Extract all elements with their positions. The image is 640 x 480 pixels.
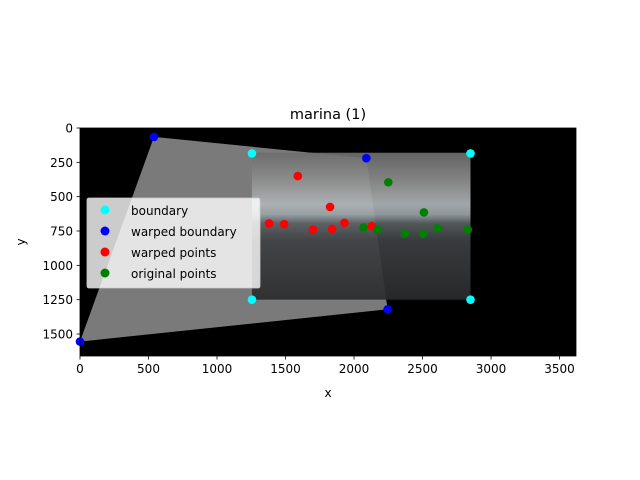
warped-points-point-0 bbox=[293, 171, 303, 181]
x-tick-label-3: 1500 bbox=[270, 362, 301, 376]
original-points-point-7 bbox=[463, 225, 473, 234]
legend-marker-boundary bbox=[100, 205, 110, 215]
original-points-point-1 bbox=[419, 208, 429, 217]
warped-boundary-point-0 bbox=[149, 132, 159, 142]
x-tick-label-6: 3000 bbox=[476, 362, 507, 376]
y-axis-label: y bbox=[14, 238, 28, 245]
y-tick-label-0: 0 bbox=[65, 122, 73, 136]
scatter-points bbox=[75, 132, 475, 346]
x-tick-label-5: 2500 bbox=[407, 362, 438, 376]
warped-boundary-point-1 bbox=[362, 153, 371, 163]
legend-label-warped-points: warped points bbox=[131, 246, 216, 260]
legend-marker-original-points bbox=[100, 268, 110, 278]
boundary-point-0 bbox=[247, 149, 257, 158]
warped-points-point-3 bbox=[279, 219, 289, 229]
legend-marker-warped-points bbox=[100, 247, 110, 257]
x-axis-ticks: 0 500 1000 1500 2000 2500 3000 3500 bbox=[76, 356, 575, 376]
original-points-point-5 bbox=[418, 229, 428, 239]
plot-frame bbox=[79, 127, 577, 357]
original-points-point-6 bbox=[433, 223, 442, 233]
y-tick-label-1: 250 bbox=[50, 156, 73, 170]
y-tick-label-5: 1250 bbox=[42, 293, 73, 307]
x-tick-label-7: 3500 bbox=[544, 362, 575, 376]
original-points-point-2 bbox=[359, 223, 368, 232]
legend: boundary warped boundary warped points o… bbox=[86, 197, 261, 289]
original-points-point-0 bbox=[383, 177, 393, 187]
x-tick-label-4: 2000 bbox=[339, 362, 370, 376]
x-tick-label-1: 500 bbox=[137, 362, 160, 376]
legend-label-warped-boundary: warped boundary bbox=[131, 225, 237, 239]
boundary-point-2 bbox=[247, 295, 257, 304]
legend-box bbox=[86, 197, 261, 289]
chart-title: marina (1) bbox=[290, 107, 366, 123]
original-points-point-4 bbox=[400, 229, 410, 239]
y-tick-label-6: 1500 bbox=[42, 328, 73, 342]
boundary-point-1 bbox=[466, 149, 475, 158]
legend-label-original-points: original points bbox=[131, 267, 217, 281]
legend-label-boundary: boundary bbox=[131, 204, 188, 218]
y-tick-label-3: 750 bbox=[50, 225, 73, 239]
y-tick-label-2: 500 bbox=[50, 190, 73, 204]
warped-points-point-1 bbox=[325, 202, 335, 212]
warped-points-point-5 bbox=[327, 224, 337, 234]
x-axis-label: x bbox=[324, 386, 331, 400]
warped-points-point-2 bbox=[264, 219, 274, 228]
warped-boundary-point-2 bbox=[383, 305, 392, 314]
warped-points-point-6 bbox=[340, 218, 349, 228]
y-axis-ticks: 0 250 500 750 1000 1250 1500 bbox=[42, 122, 80, 342]
legend-marker-warped-boundary bbox=[100, 226, 110, 236]
x-tick-label-2: 1000 bbox=[202, 362, 233, 376]
boundary-point-3 bbox=[466, 295, 475, 304]
warped-points-point-4 bbox=[308, 225, 318, 234]
x-tick-label-0: 0 bbox=[76, 362, 84, 376]
y-tick-label-4: 1000 bbox=[42, 259, 73, 273]
original-points-point-3 bbox=[373, 225, 382, 234]
